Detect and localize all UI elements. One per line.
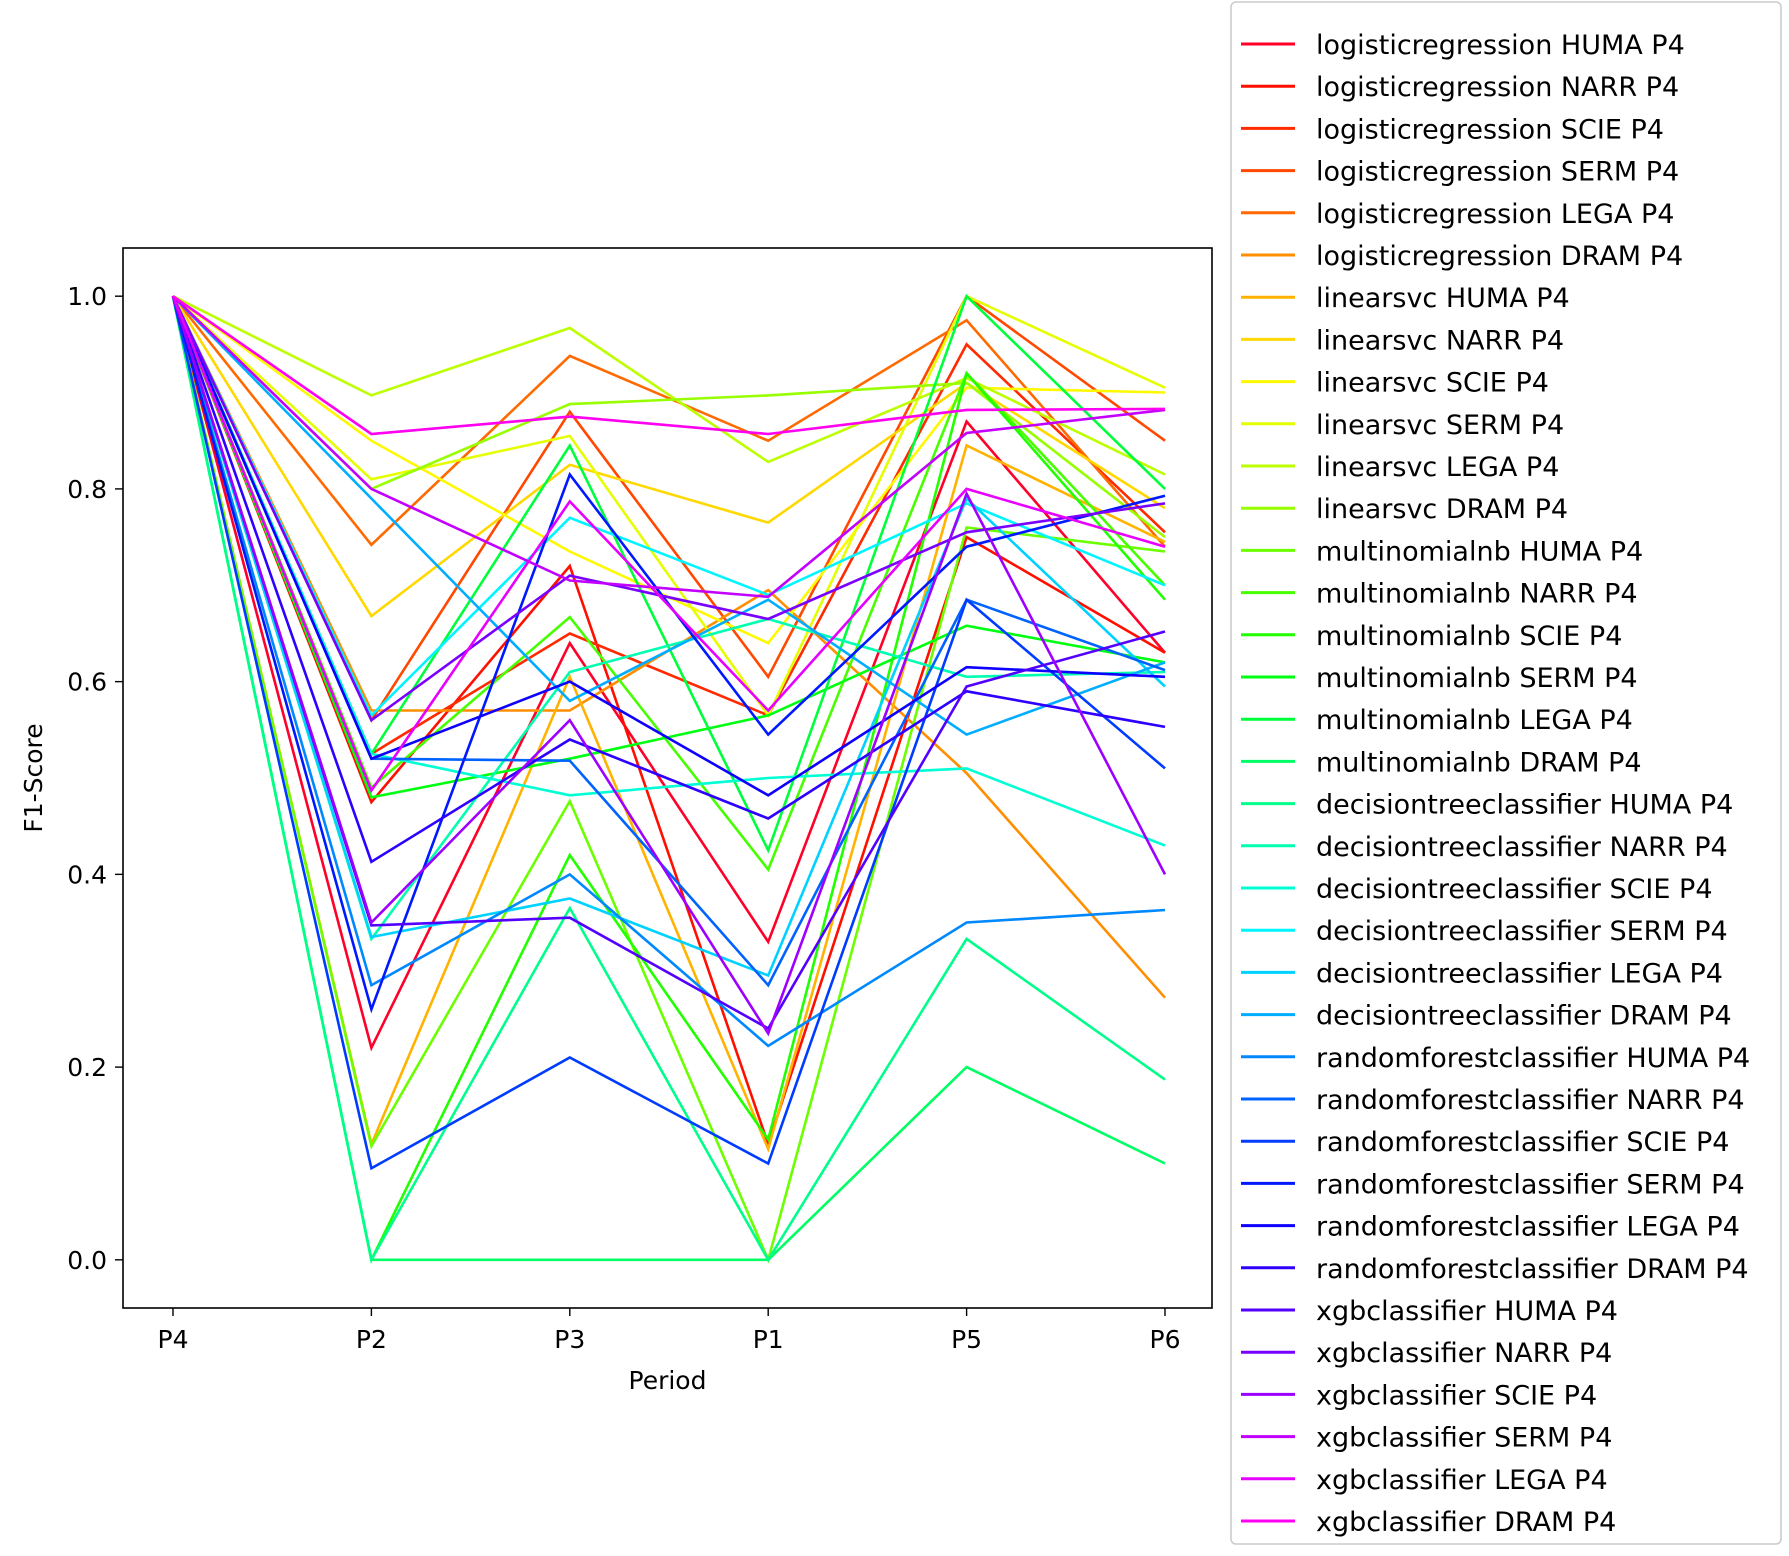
y-tick-label: 0.2 (67, 1053, 107, 1082)
legend-label: xgbclassifier HUMA P4 (1316, 1296, 1618, 1327)
legend-label: xgbclassifier SERM P4 (1316, 1423, 1612, 1454)
series-line-32 (171, 295, 1166, 723)
series-line-11 (172, 295, 1166, 476)
legend-label: randomforestclassifier DRAM P4 (1316, 1254, 1749, 1285)
series-line-8 (171, 295, 1166, 619)
plot-area-frame (122, 247, 1213, 1309)
series-line-21 (171, 295, 1166, 847)
legend-label: logisticregression NARR P4 (1316, 72, 1679, 103)
legend-label: linearsvc HUMA P4 (1316, 283, 1570, 314)
series-line-33 (171, 295, 1167, 1037)
legend-label: linearsvc LEGA P4 (1316, 452, 1559, 483)
legend-label: logisticregression SCIE P4 (1316, 114, 1664, 145)
legend-label: decisiontreeclassifier SERM P4 (1316, 916, 1728, 947)
legend-label: randomforestclassifier NARR P4 (1316, 1085, 1745, 1116)
legend-box (1230, 1, 1782, 1545)
legend-label: randomforestclassifier LEGA P4 (1316, 1212, 1740, 1243)
x-axis-label: Period (629, 1366, 707, 1395)
series-line-1 (171, 295, 1166, 1052)
y-axis-label: F1-Score (19, 723, 48, 832)
x-tick-label: P3 (554, 1325, 585, 1354)
y-axis: 0.0 0.2 0.4 0.6 0.8 1.0 (67, 282, 123, 1275)
legend-label: linearsvc DRAM P4 (1316, 494, 1568, 525)
y-tick-label: 0.4 (67, 860, 107, 889)
legend-label: multinomialnb LEGA P4 (1316, 705, 1633, 736)
legend-label: linearsvc NARR P4 (1316, 325, 1564, 356)
series-line-10 (172, 294, 1166, 718)
legend-label: logisticregression LEGA P4 (1316, 199, 1674, 230)
y-tick-label: 0.6 (67, 668, 107, 697)
legend-label: decisiontreeclassifier HUMA P4 (1316, 790, 1733, 821)
y-tick-label: 0.8 (67, 475, 107, 504)
legend-label: xgbclassifier DRAM P4 (1316, 1507, 1616, 1538)
legend-label: decisiontreeclassifier DRAM P4 (1316, 1001, 1732, 1032)
series-line-29 (171, 295, 1166, 797)
legend-label: multinomialnb HUMA P4 (1316, 536, 1643, 567)
legend-label: multinomialnb NARR P4 (1316, 579, 1638, 610)
legend-label: decisiontreeclassifier NARR P4 (1316, 832, 1728, 863)
x-tick-label: P1 (753, 1325, 784, 1354)
legend: logisticregression HUMA P4 logisticregres… (1230, 1, 1782, 1545)
series-line-30 (171, 295, 1166, 864)
legend-label: xgbclassifier NARR P4 (1316, 1338, 1612, 1369)
legend-label: multinomialnb SERM P4 (1316, 663, 1638, 694)
legend-label: logisticregression DRAM P4 (1316, 241, 1683, 272)
legend-label: xgbclassifier LEGA P4 (1316, 1465, 1608, 1496)
x-axis: P4 P2 P3 P1 P5 P6 (158, 1308, 1181, 1354)
series-line-36 (172, 295, 1166, 436)
legend-label: randomforestclassifier SCIE P4 (1316, 1127, 1729, 1158)
legend-label: multinomialnb DRAM P4 (1316, 747, 1642, 778)
legend-label: linearsvc SCIE P4 (1316, 368, 1549, 399)
x-tick-label: P5 (951, 1325, 982, 1354)
series-layer (171, 293, 1167, 1264)
legend-label: randomforestclassifier HUMA P4 (1316, 1043, 1750, 1074)
series-line-25 (171, 295, 1166, 1048)
series-line-19 (171, 295, 1166, 1264)
series-line-24 (172, 295, 1166, 737)
legend-label: decisiontreeclassifier LEGA P4 (1316, 958, 1723, 989)
series-line-5 (171, 295, 1166, 548)
legend-label: logisticregression HUMA P4 (1316, 30, 1685, 61)
series-line-34 (172, 295, 1166, 599)
legend-label: xgbclassifier SCIE P4 (1316, 1380, 1597, 1411)
legend-label: logisticregression SERM P4 (1316, 157, 1679, 188)
legend-label: multinomialnb SCIE P4 (1316, 621, 1622, 652)
x-tick-label: P4 (158, 1325, 189, 1354)
series-line-23 (171, 295, 1166, 978)
y-tick-label: 0.0 (67, 1246, 107, 1275)
legend-label: decisiontreeclassifier SCIE P4 (1316, 874, 1713, 905)
x-tick-label: P6 (1150, 1325, 1181, 1354)
y-tick-label: 1.0 (67, 282, 107, 311)
x-tick-label: P2 (356, 1325, 387, 1354)
series-line-27 (171, 295, 1166, 1171)
series-line-22 (171, 295, 1166, 718)
series-line-4 (171, 294, 1166, 723)
legend-label: randomforestclassifier SERM P4 (1316, 1169, 1745, 1200)
legend-label: linearsvc SERM P4 (1316, 410, 1564, 441)
series-line-14 (171, 295, 1166, 873)
series-line-35 (171, 295, 1166, 794)
